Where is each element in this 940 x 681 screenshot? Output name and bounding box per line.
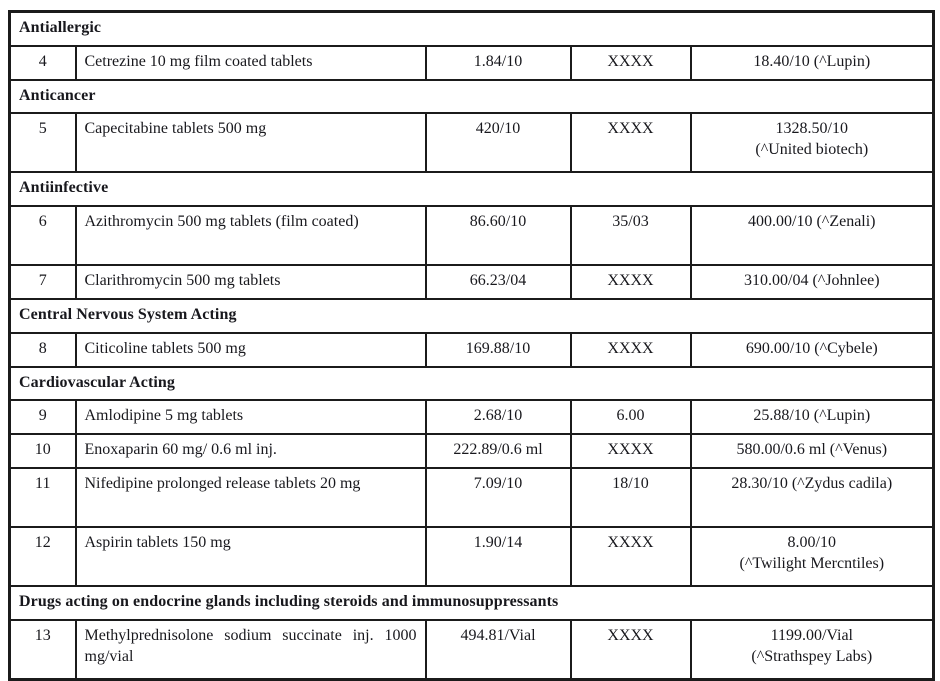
price-b-cell: XXXX [569, 618, 692, 681]
serial-number-cell: 7 [8, 264, 77, 300]
section-header-row: Antiinfective [8, 171, 935, 208]
table-row: 6 Azithromycin 500 mg tablets (film coate… [8, 205, 935, 267]
price-c-cell: 690.00/10 (^Cybele) [689, 331, 935, 368]
section-header-row: Antiallergic [8, 10, 935, 47]
drug-name-cell: Azithromycin 500 mg tablets (film coated… [74, 205, 427, 267]
table-row: 12 Aspirin tablets 150 mg 1.90/14 XXXX 8.00/… [8, 525, 935, 587]
drug-price-table: Antiallergic 4 Cetrezine 10 mg film coated… [8, 10, 936, 681]
section-header-row: Cardiovascular Acting [8, 365, 935, 402]
price-a-cell: 1.90/14 [424, 525, 572, 587]
price-c-cell: 8.00/10 (^Twilight Mercntiles) [689, 525, 935, 587]
price-c-line: 690.00/10 (^Cybele) [745, 339, 878, 357]
price-c-line: 28.30/10 (^Zydus cadila) [731, 474, 893, 492]
drug-name-cell: Amlodipine 5 mg tablets [74, 399, 427, 436]
price-c-line: 8.00/10 [787, 533, 836, 551]
price-a-cell: 7.09/10 [424, 466, 572, 528]
price-a-cell: 494.81/Vial [424, 618, 572, 681]
drug-name-cell: Nifedipine prolonged release tablets 20 … [74, 466, 427, 528]
drug-name-cell: Capecitabine tablets 500 mg [74, 112, 427, 174]
serial-number-cell: 5 [8, 112, 77, 174]
table-row: 7 Clarithromycin 500 mg tablets 66.23/04 XX… [8, 264, 935, 300]
table-row: 13 Methylprednisolone sodium succinate in… [8, 618, 935, 681]
drug-name-cell: Citicoline tablets 500 mg [74, 331, 427, 368]
price-b-cell: XXXX [569, 264, 692, 300]
price-a-cell: 66.23/04 [424, 264, 572, 300]
price-c-cell: 28.30/10 (^Zydus cadila) [689, 466, 935, 528]
price-c-cell: 310.00/04 (^Johnlee) [689, 264, 935, 300]
price-c-line: (^Strathspey Labs) [751, 647, 873, 665]
price-c-line: 18.40/10 (^Lupin) [753, 52, 871, 70]
serial-number-cell: 4 [8, 44, 77, 81]
price-c-line: 580.00/0.6 ml (^Venus) [736, 441, 888, 459]
section-header-row: Drugs acting on endocrine glands includi… [8, 584, 935, 621]
serial-number-cell: 6 [8, 205, 77, 267]
price-c-line: (^Twilight Mercntiles) [739, 554, 885, 572]
serial-number-cell: 12 [8, 525, 77, 587]
section-header-row: Central Nervous System Acting [8, 297, 935, 334]
serial-number-cell: 10 [8, 433, 77, 469]
serial-number-cell: 13 [8, 618, 77, 681]
price-a-cell: 420/10 [424, 112, 572, 174]
table-row: 11 Nifedipine prolonged release tablets 2… [8, 466, 935, 528]
price-b-cell: 35/03 [569, 205, 692, 267]
section-title: Cardiovascular Acting [8, 365, 935, 402]
price-a-cell: 2.68/10 [424, 399, 572, 436]
section-title: Central Nervous System Acting [8, 297, 935, 334]
section-title: Anticancer [8, 78, 935, 115]
price-b-cell: XXXX [569, 44, 692, 81]
price-b-cell: 18/10 [569, 466, 692, 528]
table-row: 5 Capecitabine tablets 500 mg 420/10 XXXX 13… [8, 112, 935, 174]
price-c-line: 1328.50/10 [775, 120, 848, 138]
serial-number-cell: 9 [8, 399, 77, 436]
price-c-line: 400.00/10 (^Zenali) [748, 213, 876, 231]
section-title: Drugs acting on endocrine glands includi… [8, 584, 935, 621]
price-c-cell: 580.00/0.6 ml (^Venus) [689, 433, 935, 469]
section-title: Antiinfective [8, 171, 935, 208]
price-c-line: 310.00/04 (^Johnlee) [744, 272, 880, 290]
drug-name-cell: Aspirin tablets 150 mg [74, 525, 427, 587]
price-c-cell: 1199.00/Vial (^Strathspey Labs) [689, 618, 935, 681]
drug-price-table-body: Antiallergic 4 Cetrezine 10 mg film coated… [8, 10, 935, 681]
price-c-line: 25.88/10 (^Lupin) [753, 407, 871, 425]
price-b-cell: 6.00 [569, 399, 692, 436]
drug-name-cell: Cetrezine 10 mg film coated tablets [74, 44, 427, 81]
section-title: Antiallergic [8, 10, 935, 47]
section-header-row: Anticancer [8, 78, 935, 115]
table-row: 4 Cetrezine 10 mg film coated tablets 1.84… [8, 44, 935, 81]
price-c-line: (^United biotech) [755, 141, 869, 159]
price-a-cell: 169.88/10 [424, 331, 572, 368]
table-row: 10 Enoxaparin 60 mg/ 0.6 ml inj. 222.89/0.… [8, 433, 935, 469]
price-a-cell: 86.60/10 [424, 205, 572, 267]
table-row: 9 Amlodipine 5 mg tablets 2.68/10 6.00 25.88… [8, 399, 935, 436]
price-a-cell: 1.84/10 [424, 44, 572, 81]
price-c-cell: 18.40/10 (^Lupin) [689, 44, 935, 81]
drug-name-cell: Enoxaparin 60 mg/ 0.6 ml inj. [74, 433, 427, 469]
price-c-cell: 25.88/10 (^Lupin) [689, 399, 935, 436]
document-page: Antiallergic 4 Cetrezine 10 mg film coated… [8, 10, 936, 681]
price-b-cell: XXXX [569, 112, 692, 174]
price-c-cell: 1328.50/10 (^United biotech) [689, 112, 935, 174]
price-a-cell: 222.89/0.6 ml [424, 433, 572, 469]
serial-number-cell: 8 [8, 331, 77, 368]
table-row: 8 Citicoline tablets 500 mg 169.88/10 XXXX 6… [8, 331, 935, 368]
drug-name-cell: Clarithromycin 500 mg tablets [74, 264, 427, 300]
serial-number-cell: 11 [8, 466, 77, 528]
price-b-cell: XXXX [569, 433, 692, 469]
price-b-cell: XXXX [569, 525, 692, 587]
price-b-cell: XXXX [569, 331, 692, 368]
drug-name-cell: Methylprednisolone sodium succinate inj.… [74, 618, 427, 681]
price-c-line: 1199.00/Vial [770, 626, 853, 644]
price-c-cell: 400.00/10 (^Zenali) [689, 205, 935, 267]
